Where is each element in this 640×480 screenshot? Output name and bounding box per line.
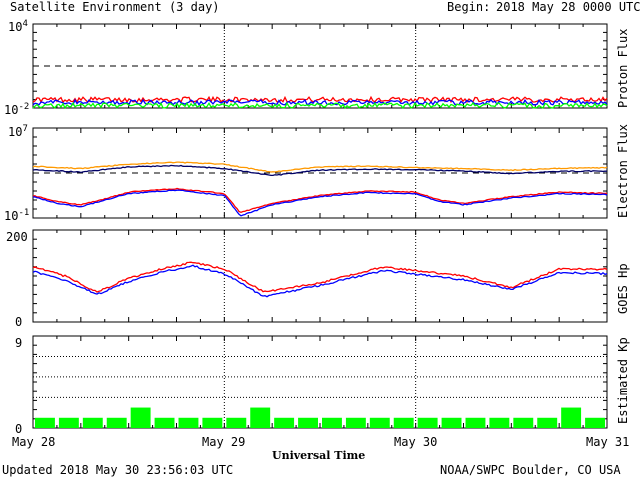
x-axis-label: Universal Time xyxy=(272,449,366,462)
electron-flux-ylabel: Electron Flux xyxy=(616,124,630,218)
kp-bar-3 xyxy=(106,417,127,428)
kp-bar-10 xyxy=(274,417,295,428)
kp-bar-21 xyxy=(537,417,558,428)
series-line-1-blue xyxy=(32,189,608,217)
kp-bar-2 xyxy=(82,417,103,428)
kp-bar-18 xyxy=(465,417,486,428)
kp-bottom-tick: 0 xyxy=(15,422,23,436)
begin-value: 2018 May 28 0000 UTC xyxy=(496,0,640,14)
series-line-0-green xyxy=(32,101,608,110)
kp-bar-16 xyxy=(417,417,438,428)
series-line-0-red xyxy=(32,95,608,104)
proton-bottom-tick: 10-2 xyxy=(4,102,30,117)
x-tick-may28: May 28 xyxy=(12,435,56,449)
x-tick-may29: May 29 xyxy=(202,435,246,449)
kp-bar-0 xyxy=(35,417,55,428)
hp-bottom-tick: 0 xyxy=(15,315,23,329)
kp-bar-12 xyxy=(322,417,342,428)
chart-title: Satellite Environment (3 day) xyxy=(10,0,220,14)
electron-top-tick: 107 xyxy=(8,124,28,139)
series-line-1-red xyxy=(32,187,607,214)
kp-top-tick: 9 xyxy=(15,336,23,350)
kp-bar-1 xyxy=(58,417,79,428)
begin-label: Begin: xyxy=(447,0,491,14)
kp-bar-9 xyxy=(250,407,271,428)
kp-bar-7 xyxy=(202,417,223,428)
estimated-kp-ylabel: Estimated Kp xyxy=(616,337,630,424)
goes-hp-ylabel: GOES Hp xyxy=(616,263,630,314)
kp-bar-5 xyxy=(154,417,175,428)
kp-bar-15 xyxy=(393,417,414,428)
credit-text: NOAA/SWPC Boulder, CO USA xyxy=(440,463,621,477)
updated-text: Updated 2018 May 30 23:56:03 UTC xyxy=(2,463,234,477)
kp-bar-8 xyxy=(226,417,247,428)
kp-bar-19 xyxy=(489,417,510,428)
x-tick-may31: May 31 xyxy=(586,435,630,449)
kp-bar-20 xyxy=(513,417,534,428)
x-tick-may30: May 30 xyxy=(394,435,438,449)
kp-bar-4 xyxy=(130,407,151,428)
series-line-2-red xyxy=(32,261,608,293)
kp-bar-23 xyxy=(585,417,605,428)
kp-bar-14 xyxy=(369,417,390,428)
kp-bar-6 xyxy=(178,417,199,428)
hp-top-tick: 200 xyxy=(6,230,28,244)
proton-top-tick: 104 xyxy=(8,19,28,34)
series-line-2-blue xyxy=(32,264,608,298)
series-line-1-orange xyxy=(32,161,608,173)
panel-frame-3 xyxy=(32,335,608,429)
kp-bar-11 xyxy=(298,417,318,428)
proton-flux-ylabel: Proton Flux xyxy=(616,28,630,108)
panel-frame-2 xyxy=(32,229,608,323)
kp-bar-22 xyxy=(561,407,582,428)
kp-bar-17 xyxy=(441,417,462,428)
kp-bar-13 xyxy=(345,417,366,428)
electron-bottom-tick: 10-1 xyxy=(4,208,30,223)
series-line-1-navy xyxy=(32,164,607,177)
